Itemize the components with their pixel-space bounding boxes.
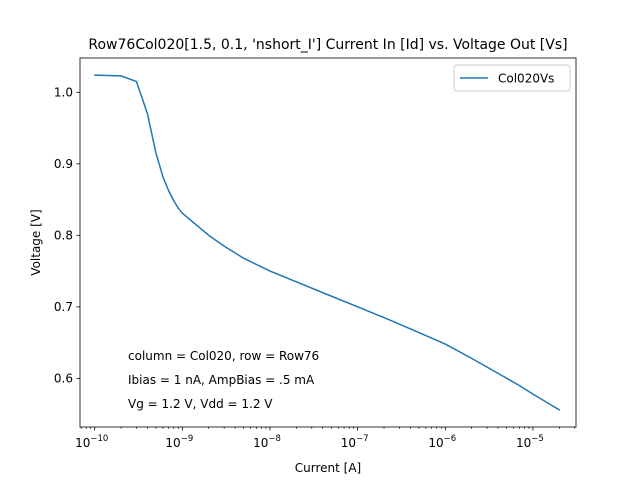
y-tick-label: 0.7 [54,300,73,314]
x-tick-label: 10−8 [253,434,281,450]
chart-title: Row76Col020[1.5, 0.1, 'nshort_I'] Curren… [88,37,567,53]
annotation-bias: Ibias = 1 nA, AmpBias = .5 mA [128,373,315,387]
x-tick-label: 10−5 [516,434,544,450]
series-line-col020vs [93,74,561,411]
x-tick-label: 10−7 [341,434,369,450]
y-tick-label: 0.8 [54,229,73,243]
x-tick-label: 10−9 [165,434,193,450]
x-tick-label: 10−10 [75,434,108,450]
x-tick-label: 10−6 [428,434,456,450]
x-axis-label: Current [A] [295,461,361,475]
plot-background [80,58,576,427]
legend: Col020Vs [453,64,571,92]
y-tick-label: 1.0 [54,86,73,100]
plot-frame [79,57,577,428]
annotation-column-row: column = Col020, row = Row76 [128,349,319,363]
annotation-block: column = Col020, row = Row76 Ibias = 1 n… [128,349,319,411]
annotation-voltages: Vg = 1.2 V, Vdd = 1.2 V [128,397,273,411]
y-tick-label: 0.6 [54,372,73,386]
y-tick-label: 0.9 [54,157,73,171]
y-axis-label: Voltage [V] [29,209,43,275]
legend-box [453,64,571,92]
x-axis-ticks: 10−10 10−9 10−8 10−7 10−6 10−5 [75,427,576,450]
y-axis-ticks: 0.6 0.7 0.8 0.9 1.0 [54,86,80,386]
legend-label-col020vs: Col020Vs [498,72,554,86]
